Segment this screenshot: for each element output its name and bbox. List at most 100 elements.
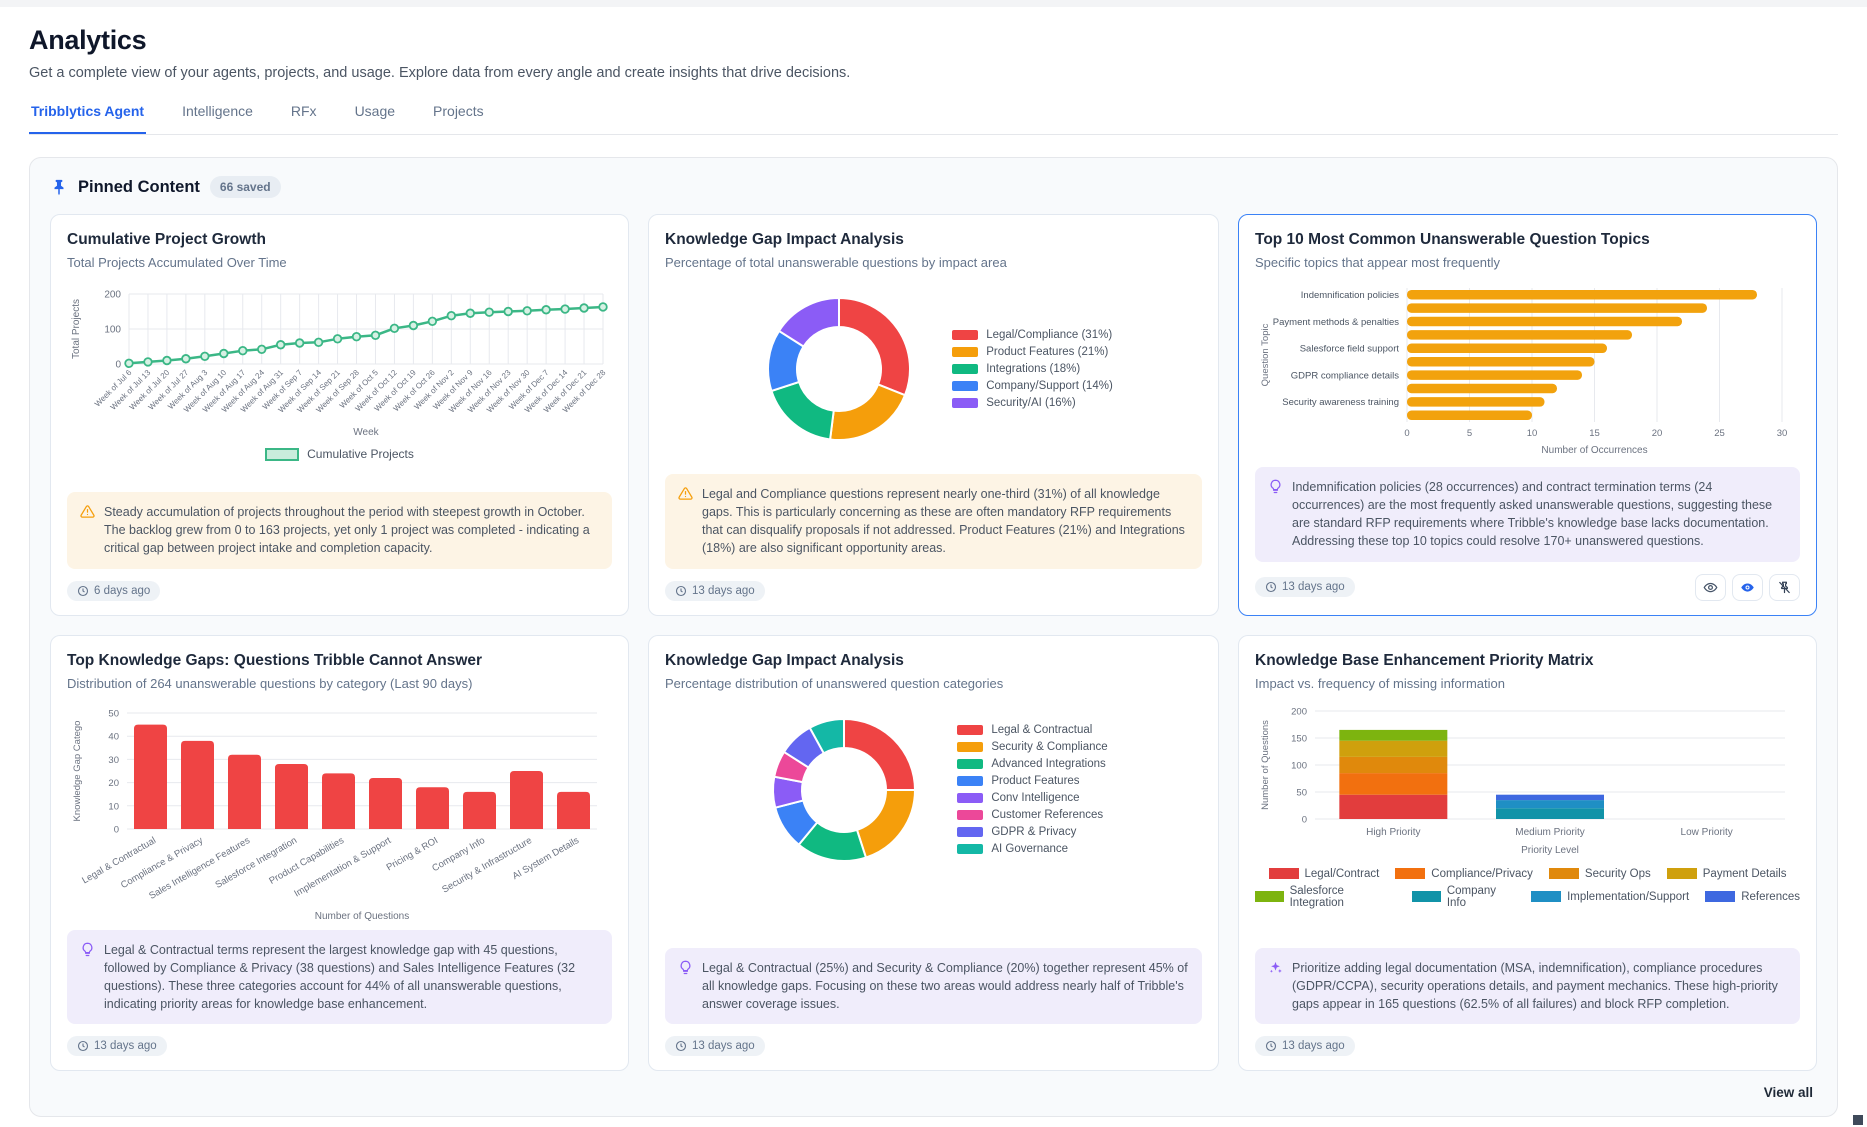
svg-text:200: 200 <box>104 290 121 301</box>
card-subtitle: Distribution of 264 unanswerable questio… <box>67 675 473 691</box>
timestamp-text: 6 days ago <box>94 584 151 597</box>
legend-item: Security/AI (16%) <box>952 397 1113 409</box>
legend-label: Customer References <box>991 809 1104 821</box>
chart: 0 10 20 30 40 50 Legal & Contractual Compliance… <box>67 701 612 930</box>
svg-text:Number of Questions: Number of Questions <box>315 911 410 922</box>
legend-label: Product Features <box>991 775 1080 787</box>
card-footer: 13 days ago <box>67 1036 612 1056</box>
legend-swatch <box>957 742 984 752</box>
legend-label: Payment Details <box>1702 867 1787 880</box>
pinned-card[interactable]: Top Knowledge Gaps: Questions Tribble Ca… <box>50 634 629 1071</box>
tab-rfx[interactable]: RFx <box>289 103 319 134</box>
insight-box: Legal & Contractual terms represent the … <box>67 929 612 1024</box>
svg-text:Medium Priority: Medium Priority <box>1515 827 1584 838</box>
legend-label: Cumulative Projects <box>307 447 414 461</box>
legend-item: Company/Support (14%) <box>952 380 1113 392</box>
svg-text:30: 30 <box>108 754 119 765</box>
eye-icon <box>1703 580 1718 595</box>
card-footer: 13 days ago <box>665 1036 1202 1056</box>
legend-item: Security & Compliance <box>957 741 1108 753</box>
legend-item: Customer References <box>957 809 1107 821</box>
legend-label: Legal & Contractual <box>991 724 1093 736</box>
svg-text:20: 20 <box>1652 428 1663 439</box>
lightbulb-icon <box>80 941 95 1014</box>
pinned-card[interactable]: Knowledge Gap Impact Analysis Percentage… <box>648 214 1219 616</box>
svg-text:100: 100 <box>1291 760 1307 771</box>
tab-intelligence[interactable]: Intelligence <box>180 103 255 134</box>
svg-text:15: 15 <box>1589 428 1600 439</box>
legend-label: References <box>1741 890 1800 903</box>
pinned-card[interactable]: Top 10 Most Common Unanswerable Question… <box>1238 214 1817 616</box>
legend-label: Integrations (18%) <box>986 363 1081 375</box>
stacked-legend: Legal/Contract Compliance/Privacy Security… <box>1255 868 1800 909</box>
legend-item: Integrations (18%) <box>952 363 1113 375</box>
pinned-card[interactable]: Knowledge Base Enhancement Priority Matr… <box>1238 634 1817 1071</box>
warning-triangle-icon <box>80 503 95 557</box>
card-subtitle: Specific topics that appear most frequen… <box>1255 255 1500 270</box>
unpin-button[interactable] <box>1769 573 1800 601</box>
svg-text:5: 5 <box>1467 428 1472 439</box>
tab-projects[interactable]: Projects <box>431 103 486 134</box>
pinned-content-title: Pinned Content <box>78 177 200 196</box>
timestamp-badge: 13 days ago <box>67 1036 167 1056</box>
timestamp-badge: 13 days ago <box>1255 577 1355 597</box>
legend-swatch <box>952 330 979 340</box>
pinned-content-panel: Pinned Content 66 saved Cumulative Proje… <box>29 157 1838 1117</box>
timestamp-text: 13 days ago <box>1282 581 1345 593</box>
legend-swatch <box>957 793 984 803</box>
legend-label: Salesforce Integration <box>1289 884 1344 909</box>
svg-text:Security awareness training: Security awareness training <box>1282 397 1399 408</box>
pinned-cards-grid: Cumulative Project Growth Total Projects… <box>50 214 1817 1071</box>
svg-text:Number of Questions: Number of Questions <box>1260 719 1271 809</box>
legend-swatch <box>957 810 984 820</box>
legend-item: Legal/Contract <box>1268 868 1379 880</box>
svg-text:25: 25 <box>1714 428 1725 439</box>
pinned-card[interactable]: Cumulative Project Growth Total Projects… <box>50 214 629 616</box>
svg-text:20: 20 <box>108 778 119 789</box>
insight-box: Legal and Compliance questions represent… <box>665 474 1202 569</box>
svg-text:50: 50 <box>108 708 119 719</box>
insight-text: Legal and Compliance questions represent… <box>702 487 1185 556</box>
sparkles-icon <box>1268 959 1283 1013</box>
tab-usage[interactable]: Usage <box>353 103 397 134</box>
insight-box: Steady accumulation of projects througho… <box>67 492 612 569</box>
view-insight-button[interactable] <box>1732 573 1763 601</box>
view-button[interactable] <box>1695 573 1726 601</box>
legend-item: Conv Intelligence <box>957 792 1107 804</box>
legend-label: GDPR & Privacy <box>991 826 1077 838</box>
legend-item: Compliance/Privacy <box>1395 868 1533 880</box>
pinned-card[interactable]: Knowledge Gap Impact Analysis Percentage… <box>648 634 1219 1071</box>
lightbulb-icon <box>1268 478 1283 551</box>
view-all-link[interactable]: View all <box>1763 1085 1813 1100</box>
svg-text:High Priority: High Priority <box>1366 827 1420 838</box>
legend-swatch <box>952 364 979 374</box>
unpin-icon <box>1777 580 1792 595</box>
scrollbar-corner <box>1853 1115 1863 1125</box>
legend-label: AI Governance <box>991 843 1069 855</box>
pin-icon <box>50 178 68 196</box>
chart: Legal/Compliance (31%) Product Features (… <box>665 280 1202 458</box>
svg-text:Total Projects: Total Projects <box>71 299 82 359</box>
legend-label: Conv Intelligence <box>991 792 1080 804</box>
svg-text:100: 100 <box>104 325 121 336</box>
page-subtitle: Get a complete view of your agents, proj… <box>29 65 851 81</box>
chart: Legal & Contractual Security & Compliance… <box>665 701 1202 879</box>
timestamp-badge: 13 days ago <box>665 1036 765 1056</box>
window-chrome-strip <box>0 0 1867 7</box>
eye-filled-icon <box>1740 580 1755 595</box>
insight-text: Legal & Contractual terms represent the … <box>104 942 576 1011</box>
legend-swatch <box>957 827 984 837</box>
card-title: Knowledge Base Enhancement Priority Matr… <box>1255 651 1594 669</box>
svg-text:0: 0 <box>1404 428 1409 439</box>
svg-text:Number of Occurrences: Number of Occurrences <box>1541 445 1647 456</box>
tab-tribblytics-agent[interactable]: Tribblytics Agent <box>29 103 147 134</box>
analytics-page: Analytics Get a complete view of your ag… <box>0 7 1867 1127</box>
svg-text:10: 10 <box>1527 428 1538 439</box>
svg-text:0: 0 <box>115 360 121 371</box>
svg-text:30: 30 <box>1777 428 1788 439</box>
card-subtitle: Percentage of total unanswerable questio… <box>665 255 1007 270</box>
legend-item: Product Features <box>957 775 1107 787</box>
legend-label: Compliance/Privacy <box>1431 867 1533 880</box>
svg-text:40: 40 <box>108 731 119 742</box>
legend-swatch <box>1412 891 1441 902</box>
